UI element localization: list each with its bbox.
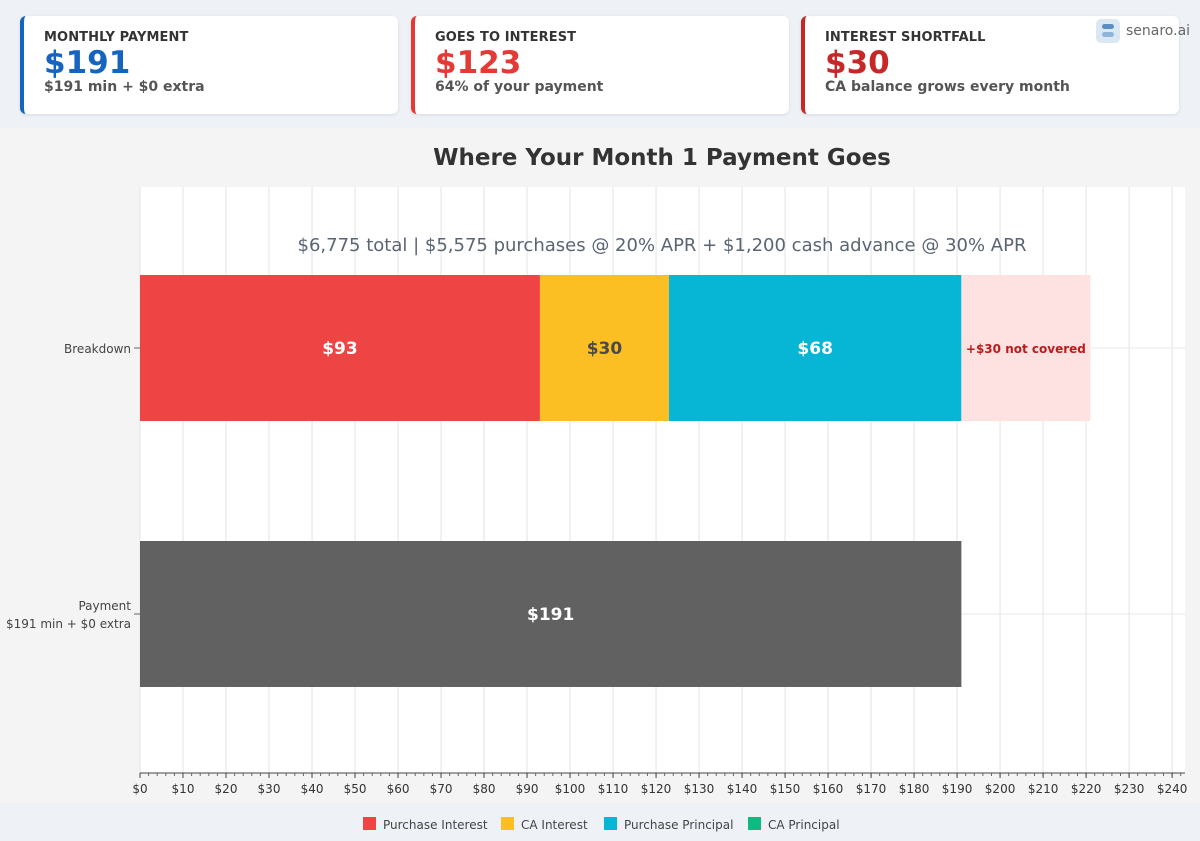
bar-data-label: $191 <box>527 605 574 625</box>
x-tick-label: $240 <box>1157 782 1188 796</box>
card-value: $30 <box>825 45 890 81</box>
senaro-logo-icon <box>1096 19 1120 43</box>
bar-data-label: $93 <box>322 339 358 359</box>
brand-text: senaro.ai <box>1126 23 1191 39</box>
monthly-payment-card: MONTHLY PAYMENT $191 $191 min + $0 extra <box>20 16 398 114</box>
chart-subtitle: $6,775 total | $5,575 purchases @ 20% AP… <box>298 235 1027 256</box>
shortfall-label: +$30 not covered <box>966 342 1086 356</box>
x-tick-label: $140 <box>727 782 758 796</box>
x-tick-label: $210 <box>1028 782 1059 796</box>
legend-swatch <box>748 817 761 830</box>
x-tick-label: $10 <box>172 782 195 796</box>
bar-data-label: $68 <box>797 339 833 359</box>
y-tick-label: Breakdown <box>64 342 131 356</box>
x-tick-label: $40 <box>301 782 324 796</box>
bar-purchase-interest <box>140 275 540 421</box>
goes-to-interest-card: GOES TO INTEREST $123 64% of your paymen… <box>411 16 789 114</box>
card-label: INTEREST SHORTFALL <box>825 30 986 45</box>
card-value: $123 <box>435 45 522 81</box>
x-tick-label: $120 <box>641 782 672 796</box>
x-tick-label: $20 <box>215 782 238 796</box>
card-subtext: 64% of your payment <box>435 79 604 95</box>
card-label: MONTHLY PAYMENT <box>44 30 189 45</box>
shortfall-segment <box>961 275 1091 421</box>
y-tick-label: Payment <box>78 599 131 613</box>
bar-data-label: $30 <box>587 339 623 359</box>
x-tick-label: $170 <box>856 782 887 796</box>
legend-swatch <box>501 817 514 830</box>
legend-label: Purchase Principal <box>624 818 733 832</box>
chart-title: Where Your Month 1 Payment Goes <box>433 145 891 171</box>
brand-logo[interactable]: senaro.ai <box>1096 19 1190 43</box>
x-tick-label: $0 <box>132 782 147 796</box>
card-value: $191 <box>44 45 131 81</box>
legend-swatch <box>363 817 376 830</box>
x-tick-label: $70 <box>430 782 453 796</box>
card-subtext: CA balance grows every month <box>825 79 1070 95</box>
bar-payment <box>140 541 962 687</box>
x-tick-label: $150 <box>770 782 801 796</box>
legend-label: CA Principal <box>768 818 840 832</box>
x-tick-label: $110 <box>598 782 629 796</box>
summary-bar: MONTHLY PAYMENT $191 $191 min + $0 extra… <box>0 0 1200 128</box>
x-tick-label: $230 <box>1114 782 1145 796</box>
x-tick-label: $190 <box>942 782 973 796</box>
x-tick-label: $100 <box>555 782 586 796</box>
card-subtext: $191 min + $0 extra <box>44 79 205 95</box>
x-tick-label: $220 <box>1071 782 1102 796</box>
bar-ca-interest <box>539 275 669 421</box>
x-tick-label: $160 <box>813 782 844 796</box>
legend-swatch <box>604 817 617 830</box>
x-tick-label: $60 <box>387 782 410 796</box>
x-tick-label: $80 <box>473 782 496 796</box>
x-tick-label: $200 <box>985 782 1016 796</box>
x-tick-label: $30 <box>258 782 281 796</box>
card-label: GOES TO INTEREST <box>435 30 577 45</box>
x-tick-label: $180 <box>899 782 930 796</box>
legend-label: Purchase Interest <box>383 818 488 832</box>
legend-bar <box>0 803 1200 841</box>
y-tick-label: $191 min + $0 extra <box>6 617 131 631</box>
x-tick-label: $50 <box>344 782 367 796</box>
x-tick-label: $130 <box>684 782 715 796</box>
bar-purchase-principal <box>668 275 962 421</box>
legend-label: CA Interest <box>521 818 588 832</box>
x-tick-label: $90 <box>516 782 539 796</box>
